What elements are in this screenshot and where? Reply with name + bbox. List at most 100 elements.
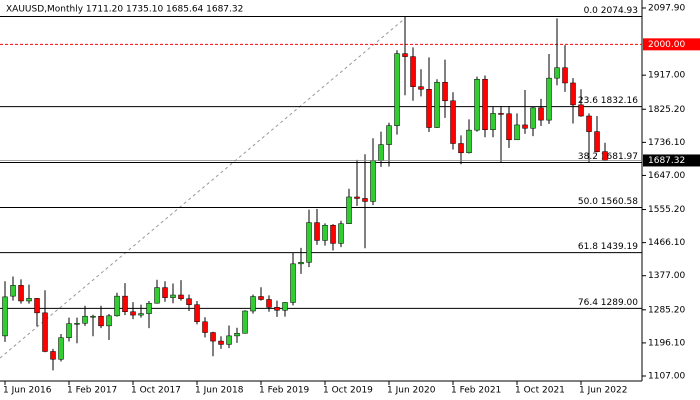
candle-body: [122, 295, 128, 312]
x-tick-label: 1 Feb 2021: [451, 386, 501, 396]
hline-label: 2000.00: [648, 40, 685, 50]
y-tick-label: 1825.20: [648, 105, 685, 115]
candle-body: [418, 86, 424, 90]
candle-body: [82, 315, 88, 324]
x-tick-label: 1 Oct 2021: [515, 386, 565, 396]
candle-body: [74, 323, 80, 325]
candle-body: [466, 129, 472, 154]
candle-body: [290, 263, 296, 303]
candle-body: [186, 298, 192, 305]
candle-body: [426, 89, 432, 128]
y-tick-label: 1107.00: [648, 371, 685, 381]
fib-label: 76.4 1289.00: [578, 298, 638, 308]
y-tick-label: 1555.20: [648, 205, 685, 215]
candle-body: [482, 79, 488, 131]
candle-body: [514, 124, 520, 141]
hline-label-box: [643, 38, 700, 51]
price-label-box: [643, 154, 700, 167]
candle-body: [98, 315, 104, 327]
candle-body: [242, 310, 248, 334]
candle-body: [226, 335, 232, 345]
candle-body: [50, 351, 56, 360]
y-tick-label: 1466.10: [648, 238, 685, 248]
candle-body: [474, 79, 480, 131]
candle-body: [298, 262, 304, 265]
candle-body: [146, 302, 152, 314]
x-tick-label: 1 Feb 2017: [67, 386, 117, 396]
x-tick-label: 1 Jun 2018: [195, 386, 244, 396]
candle-body: [522, 124, 528, 129]
candle-body: [210, 332, 216, 342]
fib-label: 61.8 1439.19: [578, 242, 638, 252]
candle-body: [90, 315, 96, 318]
candle-body: [274, 307, 280, 311]
y-tick-label: 1285.20: [648, 305, 685, 315]
y-tick-label: 2097.90: [648, 3, 685, 13]
chart-title: XAUUSD,Monthly 1711.20 1735.10 1685.64 1…: [6, 5, 243, 15]
candle-body: [106, 315, 112, 327]
candle-body: [202, 321, 208, 333]
candle-body: [370, 160, 376, 202]
candle-body: [218, 340, 224, 345]
candle-body: [450, 100, 456, 144]
candle-body: [498, 113, 504, 115]
x-tick-label: 1 Oct 2017: [131, 386, 181, 396]
candle-body: [330, 224, 336, 244]
candle-body: [58, 337, 64, 360]
candle-body: [338, 223, 344, 244]
candle-body: [570, 82, 576, 106]
candle-body: [578, 104, 584, 117]
candle-body: [378, 144, 384, 161]
y-tick-label: 1377.00: [648, 271, 685, 281]
candle-body: [458, 143, 464, 154]
candle-body: [250, 296, 256, 312]
fib-label: 50.0 1560.58: [578, 197, 638, 207]
fib-label: 38.2 1681.97: [578, 152, 638, 162]
candle-body: [282, 302, 288, 311]
candle-body: [162, 287, 168, 298]
candle-body: [114, 295, 120, 317]
candle-body: [442, 81, 448, 102]
candle-body: [314, 222, 320, 241]
candle-body: [194, 304, 200, 323]
candle-body: [322, 224, 328, 241]
candle-body: [138, 313, 144, 316]
x-tick-label: 1 Feb 2019: [259, 386, 310, 396]
y-tick-label: 1647.00: [648, 171, 685, 181]
candle-body: [410, 56, 416, 87]
candle-body: [170, 294, 176, 298]
candle-body: [34, 298, 40, 314]
y-tick-label: 1736.10: [648, 138, 685, 148]
candle-body: [42, 312, 48, 352]
candle-body: [26, 298, 32, 302]
candle-body: [538, 107, 544, 121]
candle-body: [602, 151, 608, 161]
candle-body: [594, 131, 600, 152]
candle-body: [554, 67, 560, 79]
candle-body: [386, 125, 392, 145]
price-label: 1687.32: [648, 156, 685, 166]
fib-label: 23.6 1832.16: [578, 96, 638, 106]
candle-body: [586, 115, 592, 132]
candle-body: [266, 299, 272, 308]
candle-body: [490, 113, 496, 131]
candle-body: [562, 67, 568, 84]
candle-body: [258, 296, 264, 300]
fib-trendline: [0, 19, 404, 359]
candle-body: [546, 77, 552, 121]
candle-body: [234, 333, 240, 337]
y-tick-label: 1917.00: [648, 71, 685, 81]
candle-body: [434, 81, 440, 128]
candle-body: [354, 196, 360, 199]
x-tick-label: 1 Oct 2019: [323, 386, 373, 396]
candle-body: [154, 287, 160, 304]
candle-body: [178, 294, 184, 299]
candle-body: [130, 311, 136, 316]
candle-body: [402, 53, 408, 57]
candle-body: [346, 196, 352, 224]
candle-body: [18, 285, 24, 302]
y-tick-label: 1196.10: [648, 338, 685, 348]
candle-body: [10, 285, 16, 297]
fib-label: 0.0 2074.93: [584, 6, 638, 16]
